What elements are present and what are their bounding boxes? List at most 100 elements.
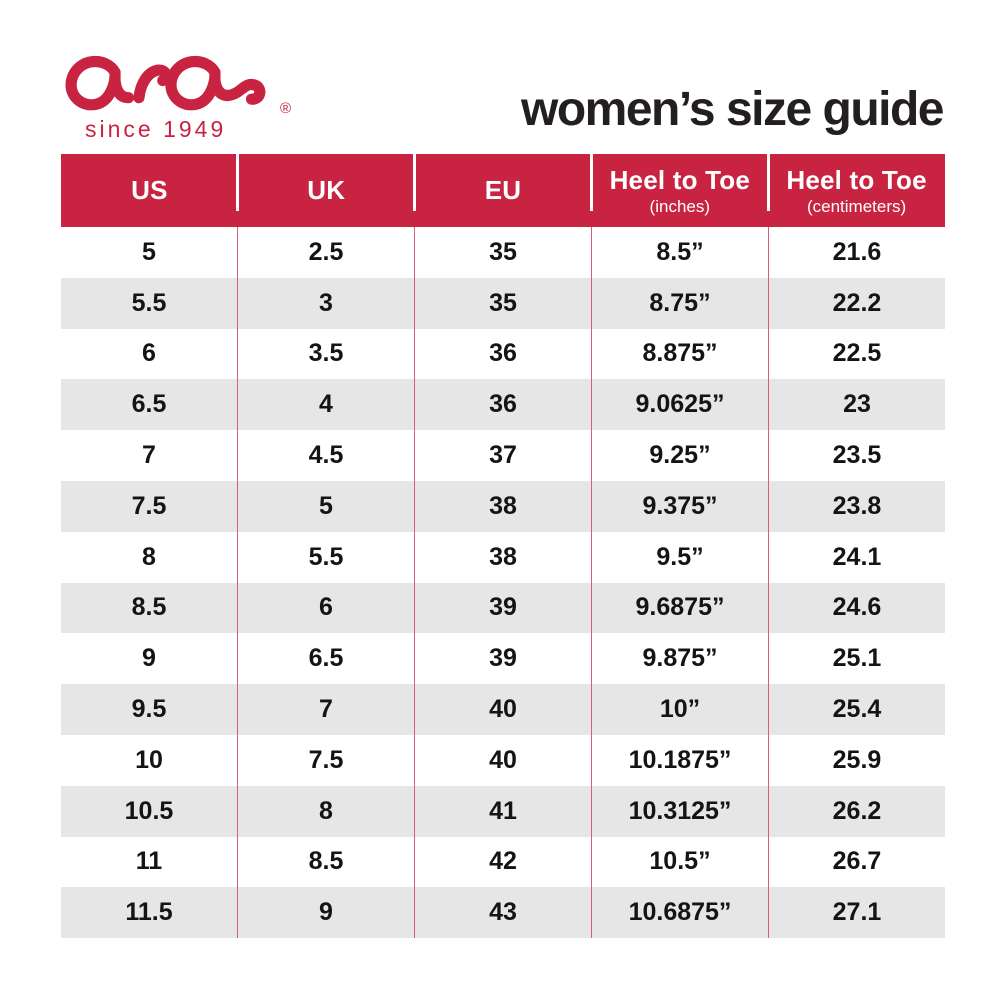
table-cell: 8.875” <box>592 328 769 380</box>
column-header-uk: UK <box>238 154 416 227</box>
table-cell: 10.3125” <box>592 785 769 837</box>
table-cell: 25.4 <box>832 695 882 724</box>
table-cell: 41 <box>415 785 592 837</box>
table-row: 7 4.5 37 9.25” 23.5 <box>61 430 945 481</box>
table-cell: 9.375” <box>592 480 769 532</box>
column-label: Heel to Toe <box>609 164 750 195</box>
table-cell: 7.5 <box>61 480 238 532</box>
table-cell: 39 <box>415 582 592 634</box>
table-cell: 26.7 <box>832 847 882 876</box>
table-cell: 6 <box>238 582 415 634</box>
table-cell: 6.5 <box>238 633 415 685</box>
table-cell: 37 <box>415 430 592 481</box>
brand-tagline: since 1949 <box>85 116 227 142</box>
table-cell: 8 <box>61 531 238 583</box>
table-cell: 26.2 <box>832 796 882 825</box>
table-cell: 23.5 <box>832 441 882 470</box>
table-row: 9.5 7 40 10” 25.4 <box>61 684 945 735</box>
column-label: US <box>131 174 168 205</box>
table-header-row: US UK EU Heel to Toe (inches) Heel to To… <box>61 154 945 227</box>
table-cell: 22.5 <box>832 339 882 368</box>
column-sublabel: (centimeters) <box>806 196 907 216</box>
table-row: 11 8.5 42 10.5” 26.7 <box>61 836 945 888</box>
table-cell: 22.2 <box>832 288 882 317</box>
table-cell: 7.5 <box>238 734 415 786</box>
table-cell: 35 <box>415 227 592 278</box>
column-label: Heel to Toe <box>786 164 927 195</box>
table-cell: 5 <box>238 480 415 532</box>
table-cell: 38 <box>415 531 592 583</box>
table-cell: 11.5 <box>61 887 238 939</box>
table-cell: 4.5 <box>238 430 415 481</box>
table-row: 6 3.5 36 8.875” 22.5 <box>61 328 945 380</box>
table-cell: 2.5 <box>238 227 415 278</box>
table-body: 5 2.5 35 8.5” 21.6 5.5 3 35 8.75” 22.2 6 3.5 36 8.875… <box>61 227 945 939</box>
column-header-us: US <box>61 154 240 227</box>
table-cell: 10.5 <box>61 785 238 837</box>
table-cell: 38 <box>415 480 592 532</box>
table-cell: 9.25” <box>592 430 769 481</box>
size-table: US UK EU Heel to Toe (inches) Heel to To… <box>61 154 945 939</box>
table-cell: 10.6875” <box>592 887 769 939</box>
table-cell: 43 <box>415 887 592 939</box>
table-row: 5.5 3 35 8.75” 22.2 <box>61 277 945 329</box>
table-cell: 42 <box>415 836 592 888</box>
ara-script-logo-icon <box>65 55 266 111</box>
table-cell: 8.5” <box>592 227 769 278</box>
table-cell: 3.5 <box>238 328 415 380</box>
table-cell: 36 <box>415 328 592 380</box>
table-cell: 6 <box>61 328 238 380</box>
table-cell: 5 <box>61 227 238 278</box>
column-header-heel-to-toe-inches: Heel to Toe (inches) <box>591 154 770 227</box>
table-cell: 9 <box>61 633 238 685</box>
table-cell: 8 <box>238 785 415 837</box>
table-row: 8.5 6 39 9.6875” 24.6 <box>61 582 945 634</box>
table-cell: 21.6 <box>832 237 882 266</box>
column-label: EU <box>484 174 522 205</box>
table-cell: 5.5 <box>61 277 238 329</box>
table-cell: 39 <box>415 633 592 685</box>
table-row: 7.5 5 38 9.375” 23.8 <box>61 480 945 532</box>
column-sublabel: (inches) <box>649 196 711 216</box>
table-cell: 40 <box>415 734 592 786</box>
table-row: 10.5 8 41 10.3125” 26.2 <box>61 785 945 837</box>
table-cell: 10.5” <box>592 836 769 888</box>
table-cell: 8.5 <box>61 582 238 634</box>
table-row: 6.5 4 36 9.0625” 23 <box>61 379 945 431</box>
column-label: UK <box>307 174 346 205</box>
table-row: 5 2.5 35 8.5” 21.6 <box>61 227 945 278</box>
table-cell: 9.6875” <box>592 582 769 634</box>
table-cell: 10.1875” <box>592 734 769 786</box>
table-cell: 25.1 <box>832 644 882 673</box>
table-cell: 36 <box>415 379 592 431</box>
table-row: 8 5.5 38 9.5” 24.1 <box>61 531 945 583</box>
table-cell: 8.75” <box>592 277 769 329</box>
column-header-heel-to-toe-centimeters: Heel to Toe (centimeters) <box>768 154 945 227</box>
table-cell: 8.5 <box>238 836 415 888</box>
table-cell: 11 <box>61 836 238 888</box>
table-cell: 9.5” <box>592 531 769 583</box>
table-cell: 7 <box>238 684 415 735</box>
table-cell: 9.5 <box>61 684 238 735</box>
table-cell: 10 <box>61 734 238 786</box>
brand-logo: ® since 1949 <box>52 44 312 144</box>
table-cell: 9.0625” <box>592 379 769 431</box>
page-title: women’s size guide <box>521 83 945 136</box>
table-cell: 4 <box>238 379 415 431</box>
registered-trademark: ® <box>280 100 292 117</box>
table-cell: 27.1 <box>832 898 882 927</box>
table-cell: 24.6 <box>832 593 882 622</box>
table-cell: 5.5 <box>238 531 415 583</box>
table-row: 9 6.5 39 9.875” 25.1 <box>61 633 945 685</box>
table-cell: 35 <box>415 277 592 329</box>
table-row: 11.5 9 43 10.6875” 27.1 <box>61 887 945 939</box>
table-cell: 6.5 <box>61 379 238 431</box>
column-header-eu: EU <box>415 154 593 227</box>
table-cell: 24.1 <box>832 542 882 571</box>
table-row: 10 7.5 40 10.1875” 25.9 <box>61 734 945 786</box>
table-cell: 7 <box>61 430 238 481</box>
table-cell: 9.875” <box>592 633 769 685</box>
table-cell: 9 <box>238 887 415 939</box>
table-cell: 25.9 <box>832 745 882 774</box>
